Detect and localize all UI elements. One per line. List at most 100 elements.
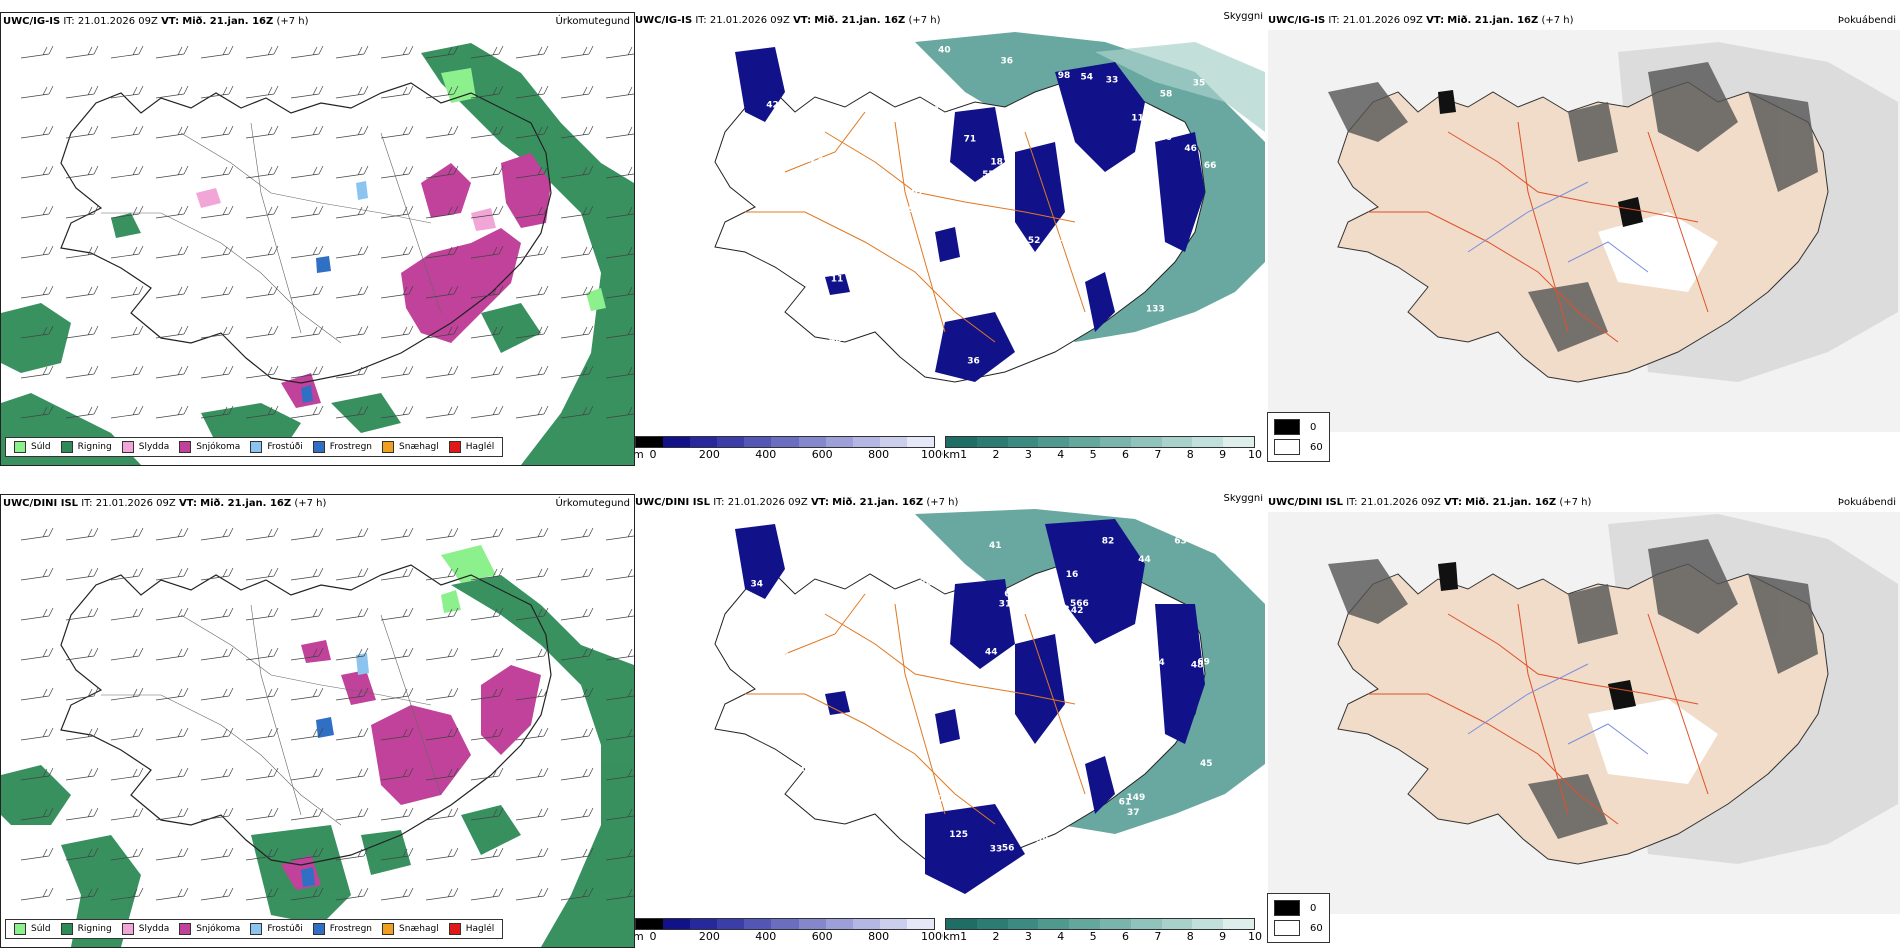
cloudbase-value-label: 90 [1127,672,1140,682]
cloudbase-value-label: 107 [917,170,936,180]
cloudbase-value-label: 35 [1193,78,1206,88]
cloudbase-value-label: 202 [983,179,1002,189]
legend-label: Snæhagl [399,924,439,934]
snow-area [281,153,551,408]
legend-label: Snjókoma [196,442,241,452]
cloudbase-value-label: 42 [1077,641,1090,651]
cloudbase-value-label: 40 [938,46,951,56]
cloudbase-value-label: 44 [739,325,752,335]
init-time: 21.01.2026 09Z [709,15,790,26]
cloudbase-value-label: 68 [1057,605,1070,615]
cloudbase-map: 923 85 58 59 54 47 37 71 49 46 44 48 84 181 33 42 56 66 52… [714,32,1265,383]
cloudbase-value-label: 37 [1127,808,1140,818]
cloudbase-value-label: 45 [1200,759,1213,769]
cloudbase-value-label: 85 [759,171,772,181]
cloudbase-value-label: 98 [1058,71,1071,81]
precip-panel-bottom: UWC/DINI ISL IT: 21.01.2026 09Z VT: Mið.… [0,494,635,948]
cloudbase-value-label: 44 [905,651,918,661]
fog-legend-label: 0 [1310,421,1317,433]
legend-item: Frostregn [312,923,373,935]
panel-header: UWC/IG-IS IT: 21.01.2026 09Z VT: Mið. 21… [3,16,309,27]
legend-item: Snjókoma [179,923,240,935]
colorbar-tick: 0 [649,448,657,461]
fog-legend-row: 0 [1274,417,1323,437]
model-name: UWC/IG-IS [1268,15,1326,26]
fog-legend-row: 60 [1274,918,1323,938]
fog-legend-label: 0 [1310,902,1317,914]
cloudbase-value-label: 66 [1204,161,1217,171]
model-name: UWC/DINI ISL [3,498,79,509]
colorbar-tick: 7 [1154,448,1162,461]
cloudbase-value-label: 37 [915,103,928,113]
cloudbase-value-label: 56 [984,714,997,724]
lead-time: (+7 h) [908,15,941,26]
legend-swatch [250,923,263,935]
cloudbase-value-label: 39 [1036,835,1049,845]
valid-time: Mið. 21.jan. 16Z [1465,497,1557,508]
cloudbase-value-label: 33 [990,844,1003,854]
cloudbase-value-label: 67 [911,188,924,198]
cloudbase-value-label: 42 [869,545,882,555]
colorbar-tick: 10 [1248,930,1262,943]
colorbar-tick: 800 [868,930,890,943]
colorbar-unit: m [635,448,644,461]
cloudbase-value-label: 69 [1197,658,1210,668]
colorbar-tick: 600 [811,448,833,461]
cloudbase-value-label: 52 [1028,236,1041,246]
cloudbase-value-label: 66 [783,652,796,662]
cloudbase-panel-bottom: UWC/DINI ISL IT: 21.01.2026 09Z VT: Mið.… [635,494,1265,946]
cloudbase-value-label: 36 [967,357,980,367]
colorbar-tick: 8 [1186,930,1194,943]
lead-time: (+7 h) [1541,15,1574,26]
legend-label: Frostregn [329,924,373,934]
colorbar-tick: 1 [960,930,968,943]
cloudbase-value-label: 71 [964,135,977,145]
precip-map [1,43,634,465]
cloudbase-value-label: 32 [791,564,804,574]
lead-time: (+7 h) [926,497,959,508]
cloudbase-colorbar: 0 200 400 600 800 1000 m [635,918,949,944]
legend-item: Súld [14,923,51,935]
legend-label: Rigning [77,442,112,452]
panel-title: Úrkomutegund [555,498,630,509]
cloudbase-value-label: 78 [1038,774,1051,784]
visibility-colorbar: 1 2 3 4 5 6 7 8 9 10 km [943,918,1262,944]
cloudbase-value-label: 30 [920,578,933,588]
colorbar-tick: 8 [1186,448,1194,461]
cloudbase-value-label: 56 [917,58,930,68]
cloudbase-value-label: 41 [989,541,1002,551]
cloudbase-panel-top: UWC/IG-IS IT: 21.01.2026 09Z VT: Mið. 21… [635,12,1265,464]
fog-legend-top: 0 60 [1267,412,1330,462]
cloudbase-value-label: 61 [1119,797,1132,807]
legend-swatch [312,441,325,453]
init-time: 21.01.2026 09Z [1360,497,1441,508]
cloudbase-value-label: 115 [1131,114,1150,124]
colorbar-tick: 4 [1057,448,1065,461]
cloudbase-value-label: 46 [740,356,753,366]
colorbar-tick: 600 [811,930,833,943]
cloudbase-value-label: 57 [767,830,780,840]
cloudbase-value-label: 50 [1160,133,1173,143]
cloudbase-value-label: 125 [949,830,968,840]
cloudbase-value-label: 42 [1071,606,1084,616]
cloudbase-value-label: 92 [871,699,884,709]
fog-legend-bottom: 0 60 [1267,893,1330,943]
legend-label: Rigning [77,924,112,934]
cloudbase-value-label: 64 [856,143,869,153]
wind-barbs [20,45,634,419]
legend-item: Slydda [121,441,169,453]
cloudbase-value-label: 60 [1004,590,1017,600]
fog-panel-top: UWC/IG-IS IT: 21.01.2026 09Z VT: Mið. 21… [1268,12,1900,464]
legend-label: Súld [31,924,51,934]
cloudbase-value-label: 44 [985,647,998,657]
colorbar-tick: 2 [992,930,1000,943]
legend-swatch [179,441,192,453]
legend-item: Slydda [121,923,170,935]
cloudbase-value-label: 10 [1040,252,1053,262]
cloudbase-value-label: 149 [1127,793,1146,803]
cloudbase-value-label: 57 [982,170,995,180]
lead-time: (+7 h) [294,498,327,509]
legend-label: Slydda [138,924,170,934]
legend-swatch [60,441,73,453]
